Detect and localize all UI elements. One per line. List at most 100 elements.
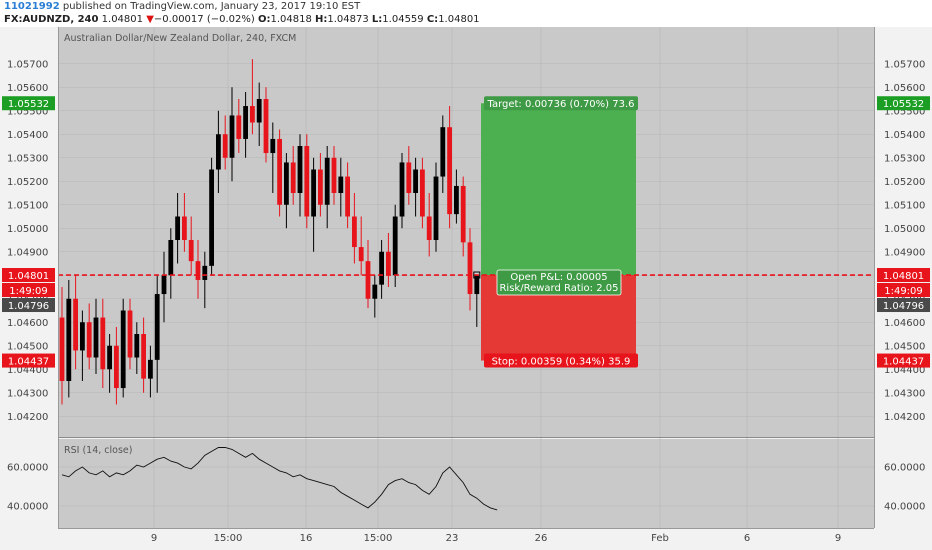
candle-body [222,134,228,158]
y-tick-label-left: 1.05200 [7,177,48,188]
close-price-tag: 1.04796 [8,301,49,312]
y-tick-label-left: 1.04200 [7,412,48,423]
countdown-tag: 1:49:09 [9,286,48,297]
symbol-label: FX:AUDNZD, 240 [4,14,99,25]
target-price-tag: 1.05532 [8,99,49,110]
high-label: H: [315,14,328,25]
y-tick-label-right: 1.04400 [884,365,925,376]
price-change: −0.00017 (−0.02%) [153,14,255,25]
candle-body [161,275,167,295]
candle-body [467,242,473,295]
y-tick-label-right: 1.05500 [884,106,925,117]
rsi-tick-label-right: 40.0000 [884,502,925,513]
stop-label: Stop: 0.00359 (0.34%) 35.9 [492,357,631,368]
x-tick-label: 26 [535,533,548,544]
current-price-tag-box [2,268,55,283]
candle-body [270,138,276,154]
x-tick-label: 9 [151,533,157,544]
candle-body [216,134,221,170]
y-tick-label-left: 1.04900 [7,247,48,258]
candle-body [86,322,92,358]
candle-body [379,251,384,285]
x-tick-label: 6 [744,533,750,544]
candle-body [263,99,269,154]
y-tick-label-left: 1.05600 [7,83,48,94]
close-price-tag-box [2,298,55,313]
candle-body [107,345,112,370]
candle-body [338,176,344,193]
candle-body [141,334,146,379]
candle-body [209,169,214,266]
close-price-tag-box [877,298,930,313]
last-price: 1.04801 [101,14,144,25]
candle-body [195,261,201,280]
candle-body [229,115,235,158]
target-price-tag: 1.05532 [883,99,924,110]
candle-body [318,169,323,205]
y-tick-label-right: 1.05000 [884,224,925,235]
open-value: 1.04818 [270,14,312,25]
x-tick-label: Feb [651,533,669,544]
y-tick-label-right: 1.05300 [884,153,925,164]
candle-body [358,247,364,262]
y-tick-label-right: 1.05200 [884,177,925,188]
author-link[interactable]: 11021992 [4,1,60,12]
y-tick-label-left: 1.04500 [7,341,48,352]
price-pane[interactable] [58,27,874,437]
candle-body [474,275,480,295]
candle-body [243,106,248,139]
y-tick-label-left: 1.05400 [7,130,48,141]
countdown-tag-box [877,283,930,298]
target-label-box [484,96,638,111]
candles-group [59,59,480,405]
target-zone[interactable] [481,103,636,276]
stop-price-tag: 1.04437 [883,357,924,368]
open-pnl-label: Open P&L: 0.00005 [510,272,607,283]
close-value: 1.04801 [438,14,480,25]
time-axis[interactable]: 9 15:00 16 15:00 23 26 Feb 6 9 [151,533,841,544]
y-tick-label-right: 1.05100 [884,200,925,211]
target-label: Target: 0.00736 (0.70%) 73.6 [486,99,634,110]
y-tick-label-left: 1.05000 [7,224,48,235]
candle-body [447,127,452,215]
current-price-tag: 1.04801 [883,271,924,282]
countdown-tag-box [2,283,55,298]
stop-price-tag-box [877,353,930,368]
candle-body [311,169,316,217]
candle-body [100,317,106,370]
low-value: 1.04559 [382,14,424,25]
candle-body [154,294,160,360]
current-price-tag-box [877,268,930,283]
candle-body [352,216,357,248]
candle-body [256,99,262,123]
risk-reward-label: Risk/Reward Ratio: 2.05 [499,283,618,294]
candle-body [460,185,466,243]
candle-body [175,216,180,240]
candle-body [182,216,187,240]
candle-body [324,157,330,205]
rsi-tick-label-left: 40.0000 [7,502,48,513]
y-tick-label-right: 1.04200 [884,412,925,423]
candle-body [372,284,378,299]
y-tick-label-right: 1.04900 [884,247,925,258]
candle-body [168,240,174,276]
y-tick-label-right: 1.04300 [884,388,925,399]
candle-body [304,146,310,217]
current-price-tag: 1.04801 [8,271,49,282]
target-price-tag-box [877,96,930,111]
high-value: 1.04873 [327,14,369,25]
y-tick-label-left: 1.05500 [7,106,48,117]
close-price-tag: 1.04796 [883,301,924,312]
close-label: C: [426,14,439,25]
x-tick-label: 23 [446,533,459,544]
position-labels[interactable]: Target: 0.00736 (0.70%) 73.6 Stop: 0.0035… [473,96,638,368]
stop-label-box [484,353,638,368]
rsi-pane[interactable] [58,439,874,528]
open-label: O: [257,14,271,25]
chart-symbol-label: Australian Dollar/New Zealand Dollar, 24… [64,33,296,44]
candle-body [365,261,371,299]
candle-body [250,106,255,123]
x-tick-label: 15:00 [214,533,243,544]
rsi-axis: 60.0000 60.0000 40.0000 40.0000 [7,463,925,513]
